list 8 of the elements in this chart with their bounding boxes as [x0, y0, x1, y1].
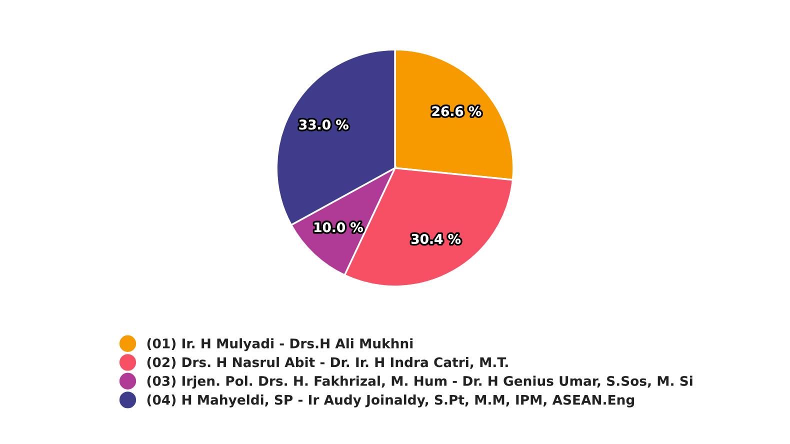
- data-label: 30.4 %: [412, 234, 461, 244]
- legend-label: (01) Ir. H Mulyadi - Drs.H Ali Mukhni: [147, 338, 413, 352]
- legend-label: (02) Drs. H Nasrul Abit - Dr. Ir. H Indra Catri, M.T.: [147, 357, 508, 369]
- data-label: 26.6 %: [432, 106, 482, 116]
- legend-label: (04) H Mahyeldi, SP - Ir Audy Joinaldy, S.Pt, M.M, IPM, ASEAN.Eng: [147, 394, 634, 408]
- data-label: 33.0 %: [299, 120, 348, 130]
- data-label: 10.0 %: [314, 222, 364, 232]
- legend-label: (03) Irjen. Pol. Drs. H. Fakhrizal, M. Hum - Dr. H Genius Umar, S.Sos, M. Si: [147, 376, 692, 389]
